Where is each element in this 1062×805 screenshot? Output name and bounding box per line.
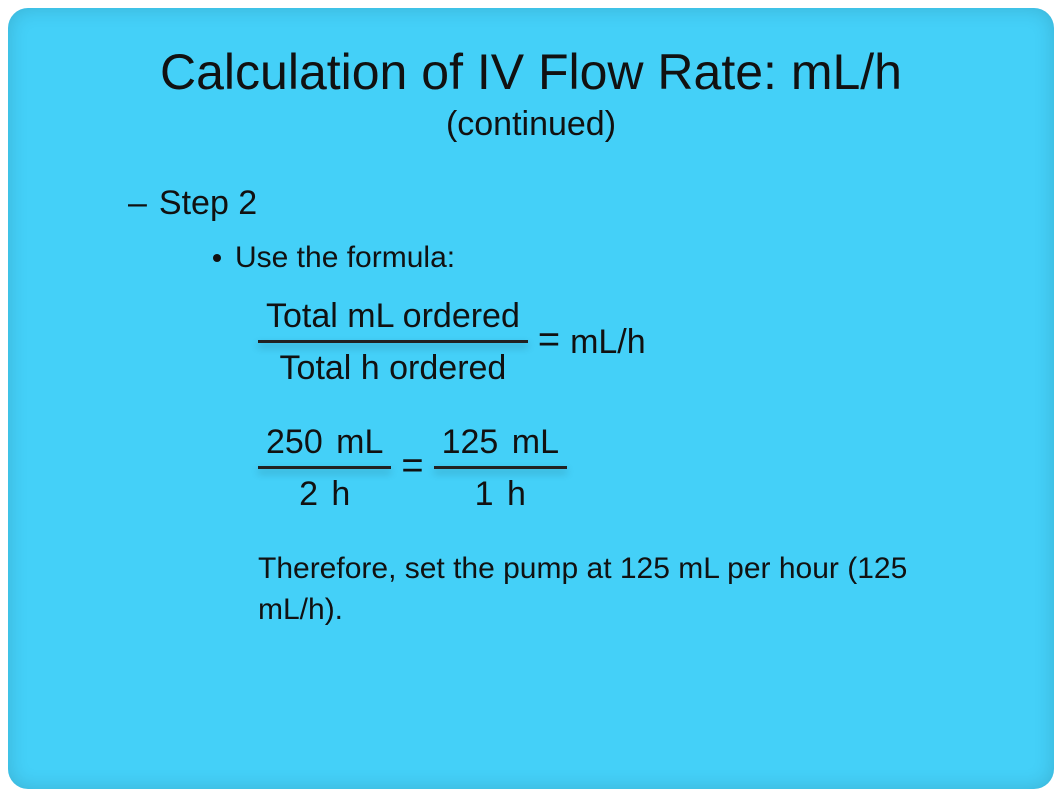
- step-row: – Step 2: [128, 184, 1004, 223]
- calc-left-fraction: 250 mL 2 h: [258, 423, 391, 514]
- calculation-row: 250 mL 2 h = 125 mL 1 h: [258, 423, 1004, 514]
- calc-right-denominator: 1 h: [467, 469, 534, 514]
- bullet-text: Use the formula:: [235, 241, 455, 275]
- formula-area: Total mL ordered Total h ordered = mL/h …: [258, 297, 1004, 514]
- dash-bullet: –: [128, 184, 147, 223]
- slide-subtitle: (continued): [58, 105, 1004, 144]
- slide: Calculation of IV Flow Rate: mL/h (conti…: [8, 8, 1054, 789]
- formula-numerator: Total mL ordered: [258, 297, 528, 340]
- equals-sign: =: [401, 445, 423, 488]
- formula-denominator: Total h ordered: [272, 343, 515, 388]
- bullet-icon: [213, 254, 221, 262]
- formula-result: mL/h: [570, 323, 646, 362]
- calc-right-numerator: 125 mL: [434, 423, 567, 466]
- bullet-row: Use the formula:: [213, 241, 1004, 275]
- formula-row: Total mL ordered Total h ordered = mL/h: [258, 297, 1004, 388]
- calc-right-fraction: 125 mL 1 h: [434, 423, 567, 514]
- equals-sign: =: [538, 319, 560, 362]
- formula-fraction: Total mL ordered Total h ordered: [258, 297, 528, 388]
- slide-title: Calculation of IV Flow Rate: mL/h: [58, 43, 1004, 101]
- calc-left-denominator: 2 h: [291, 469, 358, 514]
- conclusion-text: Therefore, set the pump at 125 mL per ho…: [258, 549, 978, 630]
- calc-left-numerator: 250 mL: [258, 423, 391, 466]
- step-label: Step 2: [159, 184, 257, 223]
